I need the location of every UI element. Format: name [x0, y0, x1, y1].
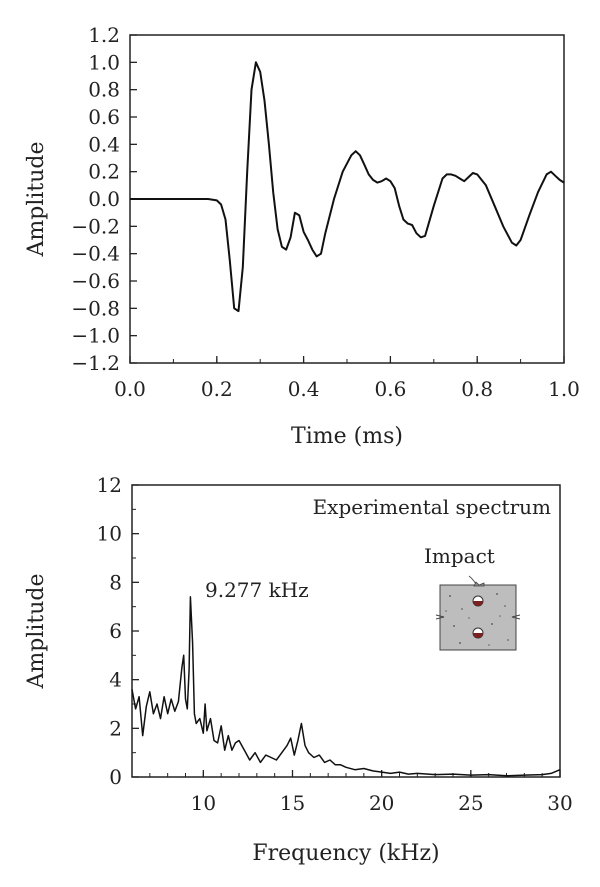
time-domain-chart: 1.2 1.0 0.8 0.6 0.4 0.2 0.0 −0.2 −0.4 −0.6 −0.8 −1.… [24, 23, 580, 449]
y-tick-label: 0.0 [88, 187, 120, 211]
y-tick-label: 0.8 [88, 78, 120, 102]
y-tick-label: 1.0 [88, 50, 120, 74]
spectrum-xlabel: Frequency (kHz) [252, 841, 439, 866]
time-ylabel: Amplitude [24, 141, 49, 257]
time-xlabel: Time (ms) [291, 424, 403, 449]
y-tick-label: −0.2 [71, 214, 120, 238]
y-tick-label: 12 [97, 473, 122, 497]
y-tick-label: −0.4 [71, 242, 120, 266]
x-tick-label: 20 [369, 791, 394, 815]
x-tick-label: 10 [191, 791, 216, 815]
spectrum-ylabel: Amplitude [24, 573, 49, 689]
impact-label: Impact [424, 544, 495, 568]
y-tick-label: 8 [109, 570, 122, 594]
x-tick-label: 0.8 [461, 377, 493, 401]
y-tick-label: 2 [109, 716, 122, 740]
y-tick-label: −0.8 [71, 296, 120, 320]
spectrum-line [131, 596, 561, 777]
time-signal-line [130, 61, 565, 313]
x-tick-label: 0.0 [114, 377, 146, 401]
y-tick-label: 0 [109, 765, 122, 789]
x-tick-label: 0.4 [288, 377, 320, 401]
spectrum-legend-label: Experimental spectrum [313, 495, 551, 519]
specimen-inset-icon [435, 575, 521, 651]
y-tick-label: 1.2 [88, 23, 120, 47]
spectrum-chart: 0 2 4 6 8 10 12 10 15 20 25 30 Experimental spectr… [24, 473, 573, 866]
y-tick-label: 0.6 [88, 105, 120, 129]
x-tick-label: 15 [280, 791, 305, 815]
y-tick-label: −1.2 [71, 351, 120, 375]
x-tick-label: 0.2 [201, 377, 233, 401]
x-tick-label: 25 [458, 791, 483, 815]
y-tick-label: 10 [97, 522, 122, 546]
peak-annotation: 9.277 kHz [205, 578, 309, 602]
x-tick-label: 0.6 [374, 377, 406, 401]
y-tick-label: −0.6 [71, 269, 120, 293]
y-tick-label: 0.2 [88, 160, 120, 184]
y-tick-label: 4 [109, 668, 122, 692]
x-tick-label: 30 [547, 791, 572, 815]
y-tick-label: 6 [109, 619, 122, 643]
y-tick-label: 0.4 [88, 132, 120, 156]
x-tick-label: 1.0 [548, 377, 580, 401]
y-tick-label: −1.0 [71, 324, 120, 348]
